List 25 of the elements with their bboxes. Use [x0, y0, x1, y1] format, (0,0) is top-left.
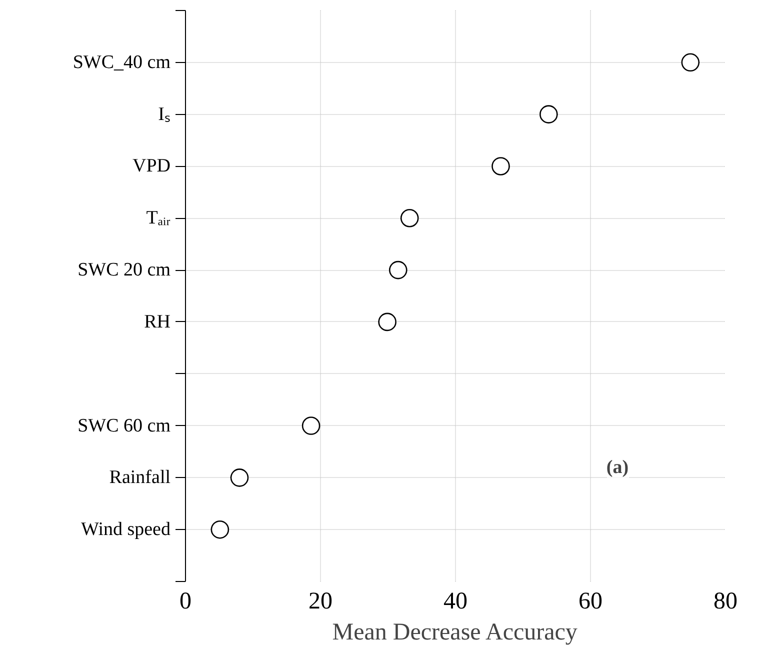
y-tick-label: Iₛ	[158, 104, 170, 125]
x-tick-label: 0	[180, 588, 192, 614]
point	[492, 157, 510, 176]
point	[388, 260, 408, 280]
annotation: (a)	[606, 456, 629, 478]
x-tick-label: 20	[308, 588, 332, 614]
point	[302, 416, 320, 435]
x-axis-title: Mean Decrease Accuracy	[332, 620, 578, 646]
point	[400, 209, 419, 228]
y-tick-label: Rainfall	[109, 467, 170, 488]
y-tick-label: SWC_40 cm	[72, 52, 171, 73]
y-tick-label: SWC 60 cm	[78, 415, 171, 436]
point	[378, 312, 396, 332]
y-tick-label: VPD	[132, 156, 171, 177]
x-tick-label: 80	[714, 588, 738, 614]
y-tick-label: SWC 20 cm	[78, 260, 171, 281]
x-tick-label: 60	[578, 588, 602, 614]
point	[540, 105, 558, 124]
y-tick-label: Tₐᵢᵣ	[146, 208, 171, 229]
point	[230, 468, 249, 487]
point	[681, 53, 700, 72]
y-tick-label: RH	[144, 311, 171, 332]
x-tick-label: 40	[444, 588, 468, 614]
y-tick-label: Wind speed	[81, 519, 171, 540]
point	[210, 520, 230, 539]
